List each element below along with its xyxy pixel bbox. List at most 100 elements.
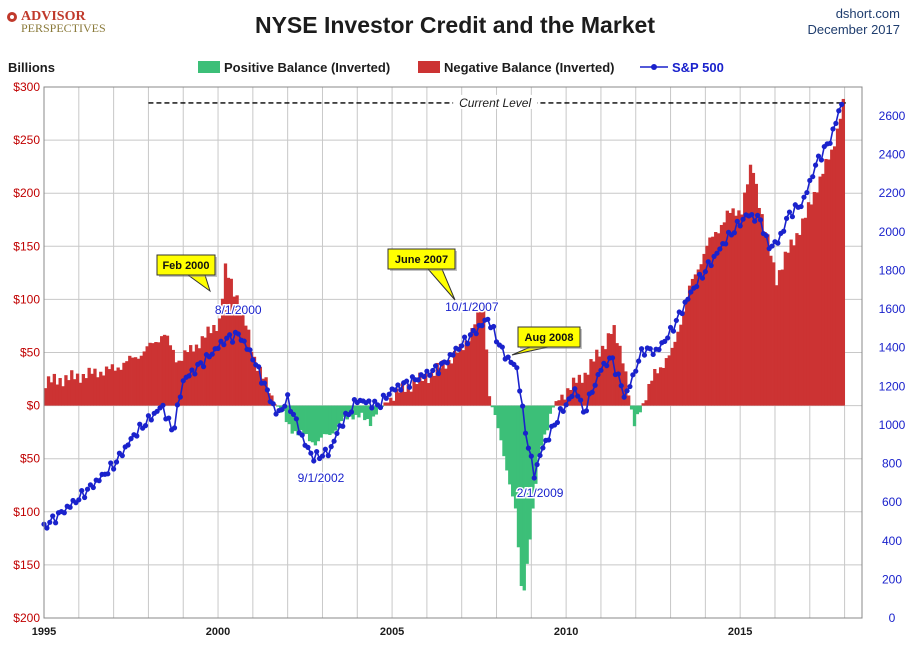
- bar-negative-balance: [125, 361, 129, 406]
- bar-negative-balance: [812, 191, 816, 406]
- bar-negative-balance: [777, 270, 782, 406]
- y-left-tick-label: $200: [13, 186, 40, 200]
- sp500-point: [491, 323, 497, 330]
- sp500-point: [108, 460, 114, 466]
- bar-negative-balance: [818, 176, 822, 406]
- sp500-point: [198, 360, 204, 366]
- sp500-point: [804, 189, 810, 196]
- bar-negative-balance: [406, 384, 410, 406]
- x-tick-label: 2010: [554, 626, 578, 638]
- sp500-point: [615, 371, 621, 377]
- sp500-point: [467, 332, 474, 338]
- sp500-point: [627, 383, 633, 390]
- sp500-point: [537, 452, 543, 459]
- bar-negative-balance: [426, 383, 431, 406]
- bar-negative-balance: [215, 331, 219, 406]
- sp500-point: [348, 409, 355, 415]
- sp500-point: [528, 453, 534, 459]
- sp500-point: [200, 364, 207, 370]
- sp500-point: [148, 417, 154, 423]
- y-right-tick-label: 1400: [879, 341, 906, 355]
- bar-negative-balance: [412, 379, 416, 406]
- legend-swatch-positive: [198, 61, 220, 73]
- bar-negative-balance: [409, 391, 413, 406]
- sp500-point: [624, 388, 630, 394]
- sp500-point: [783, 215, 790, 221]
- sp500-point: [273, 411, 279, 417]
- bar-negative-balance: [658, 367, 663, 406]
- bar-negative-balance: [835, 128, 840, 406]
- bar-positive-balance: [516, 405, 521, 548]
- bar-negative-balance: [252, 356, 257, 406]
- bar-negative-balance: [479, 311, 483, 406]
- sp500-point: [578, 397, 584, 403]
- bar-negative-balance: [116, 367, 120, 406]
- sp500-point: [810, 174, 816, 180]
- sp500-point: [679, 310, 685, 317]
- sp500-point: [833, 120, 839, 126]
- sp500-point: [215, 345, 221, 351]
- sp500-point: [386, 391, 392, 397]
- bar-negative-balance: [673, 341, 677, 406]
- sp500-point: [685, 296, 691, 302]
- sp500-point: [618, 383, 624, 389]
- sp500-point: [430, 367, 436, 374]
- bar-negative-balance: [830, 149, 834, 406]
- bar-negative-balance: [789, 239, 793, 406]
- bar-negative-balance: [838, 118, 843, 406]
- bar-negative-balance: [827, 159, 831, 406]
- sp500-point: [415, 377, 421, 383]
- y-right-tick-label: 1600: [879, 302, 906, 316]
- sp500-point: [79, 487, 85, 494]
- bar-negative-balance: [90, 373, 94, 406]
- sp500-point: [514, 365, 520, 371]
- bar-negative-balance: [586, 374, 590, 406]
- legend: Positive Balance (Inverted) Negative Bal…: [198, 60, 724, 75]
- sp500-point: [560, 408, 566, 414]
- bar-negative-balance: [783, 251, 787, 406]
- bar-negative-balance: [44, 388, 48, 406]
- bar-positive-balance: [511, 405, 515, 497]
- credit-bars: [44, 98, 845, 591]
- bar-negative-balance: [557, 400, 561, 406]
- sp500-point: [305, 444, 311, 450]
- bar-negative-balance: [162, 334, 167, 406]
- y-left-tick-label: $300: [13, 80, 40, 94]
- bar-negative-balance: [73, 379, 77, 406]
- bar-negative-balance: [142, 351, 146, 406]
- callout-text: Feb 2000: [162, 260, 209, 272]
- legend-label-negative: Negative Balance (Inverted): [444, 60, 615, 75]
- bar-negative-balance: [754, 183, 758, 406]
- sp500-point: [714, 250, 720, 256]
- legend-marker-sp500: [651, 64, 657, 70]
- bar-negative-balance: [624, 371, 628, 406]
- bar-negative-balance: [177, 360, 181, 406]
- sp500-point: [383, 395, 389, 401]
- bar-negative-balance: [93, 368, 97, 406]
- bar-negative-balance: [832, 146, 837, 406]
- bar-negative-balance: [656, 373, 660, 406]
- bar-positive-balance: [635, 405, 640, 415]
- bar-negative-balance: [760, 214, 764, 406]
- bar-negative-balance: [400, 382, 405, 406]
- sp500-point: [592, 382, 598, 388]
- bar-negative-balance: [220, 298, 225, 406]
- sp500-point: [740, 216, 746, 222]
- bar-negative-balance: [450, 363, 454, 406]
- sp500-point: [609, 355, 616, 361]
- bar-negative-balance: [191, 351, 196, 406]
- sp500-point: [734, 218, 740, 224]
- bar-negative-balance: [247, 329, 251, 406]
- sp500-point: [424, 368, 430, 374]
- bar-negative-balance: [647, 383, 651, 406]
- sp500-point: [444, 360, 450, 366]
- bar-positive-balance: [363, 405, 367, 421]
- bar-negative-balance: [687, 285, 692, 406]
- bar-negative-balance: [731, 208, 735, 406]
- sp500-point: [331, 438, 337, 444]
- bar-negative-balance: [386, 402, 390, 406]
- logo: ADVISOR PERSPECTIVES: [7, 9, 106, 35]
- sp500-point: [154, 408, 160, 414]
- bar-negative-balance: [148, 342, 152, 406]
- callout-box: [156, 254, 216, 276]
